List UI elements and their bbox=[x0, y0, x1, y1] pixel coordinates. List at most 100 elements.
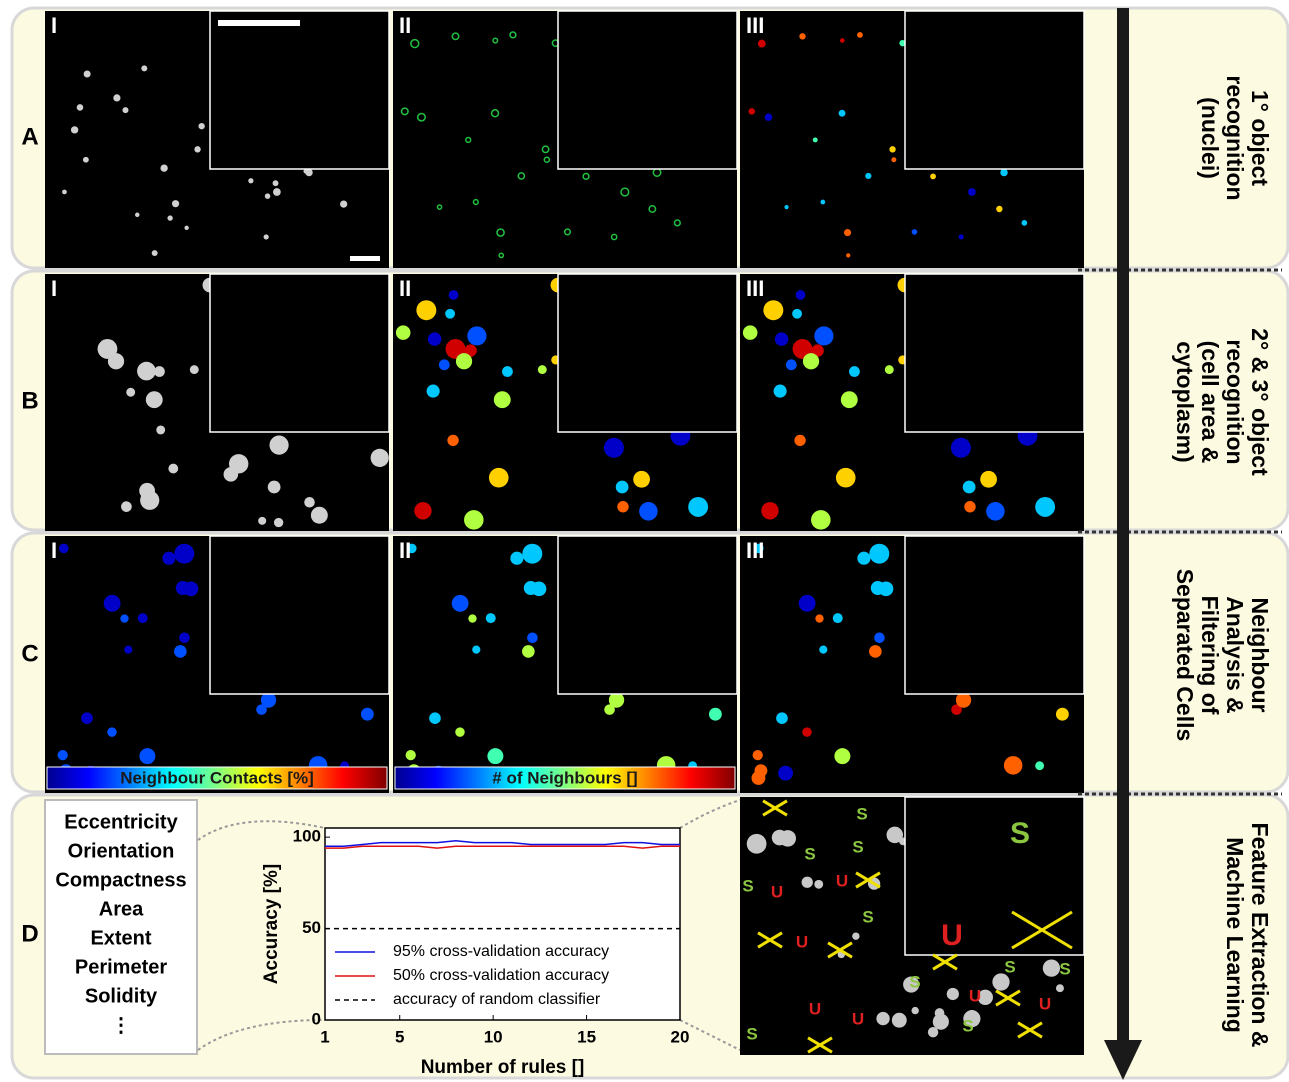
cell bbox=[472, 646, 480, 654]
cell bbox=[799, 33, 805, 39]
cell bbox=[83, 157, 89, 163]
cell bbox=[445, 309, 455, 319]
cell bbox=[120, 614, 128, 622]
cell bbox=[311, 507, 328, 524]
cell bbox=[951, 438, 971, 458]
cell bbox=[160, 164, 167, 171]
cell bbox=[815, 614, 823, 622]
x-tick-label: 5 bbox=[395, 1027, 404, 1046]
class-mark: S bbox=[852, 837, 863, 856]
y-tick-label: 50 bbox=[302, 918, 321, 937]
cell bbox=[146, 391, 163, 408]
stage-label: 2° & 3° object bbox=[1247, 328, 1273, 476]
cell bbox=[179, 633, 190, 644]
cell bbox=[617, 501, 628, 512]
stage-label: Analysis & bbox=[1222, 596, 1248, 714]
x-tick-label: 10 bbox=[484, 1027, 503, 1046]
cell bbox=[996, 206, 1002, 212]
class-mark: U bbox=[969, 986, 981, 1005]
cell bbox=[167, 215, 172, 220]
cell bbox=[802, 877, 813, 888]
cell bbox=[107, 727, 116, 736]
cell bbox=[846, 253, 850, 257]
feature: Perimeter bbox=[75, 956, 167, 978]
cell bbox=[1004, 756, 1023, 775]
panel-numeral: II bbox=[399, 276, 411, 301]
cell bbox=[814, 326, 833, 345]
legend-label: 95% cross-validation accuracy bbox=[393, 943, 609, 960]
cell bbox=[486, 613, 496, 623]
cell bbox=[273, 180, 279, 186]
inset bbox=[558, 536, 737, 694]
cell bbox=[891, 157, 896, 162]
cell bbox=[1035, 761, 1044, 770]
colorbar-label: # of Neighbours [] bbox=[492, 768, 637, 787]
cell bbox=[447, 435, 458, 446]
cell bbox=[428, 332, 441, 345]
cell bbox=[81, 712, 93, 724]
cell bbox=[874, 633, 885, 644]
row-label: A bbox=[21, 123, 38, 150]
cell bbox=[371, 449, 389, 467]
class-mark: S bbox=[862, 907, 873, 926]
cell bbox=[84, 70, 91, 77]
cell bbox=[892, 1013, 907, 1028]
x-axis-label: Number of rules [] bbox=[421, 1057, 585, 1078]
cell bbox=[836, 468, 856, 488]
cell bbox=[510, 552, 523, 565]
cell bbox=[765, 113, 772, 120]
cell bbox=[467, 326, 486, 345]
cell bbox=[172, 200, 179, 207]
feature: Extent bbox=[90, 927, 151, 949]
panel-numeral: II bbox=[399, 13, 411, 38]
y-tick-label: 100 bbox=[293, 827, 321, 846]
class-mark: S bbox=[909, 972, 920, 991]
inset bbox=[210, 274, 389, 432]
cell bbox=[852, 932, 859, 939]
class-mark: U bbox=[836, 871, 848, 890]
cell bbox=[487, 748, 503, 764]
x-tick-label: 15 bbox=[577, 1027, 596, 1046]
cell bbox=[414, 502, 431, 519]
panel-numeral: III bbox=[746, 538, 764, 563]
cell bbox=[1000, 169, 1007, 176]
cell bbox=[776, 712, 788, 724]
stage-label: recognition bbox=[1222, 75, 1248, 200]
inset bbox=[558, 274, 737, 432]
inset bbox=[905, 274, 1084, 432]
cell bbox=[135, 213, 139, 217]
feature: Solidity bbox=[85, 985, 158, 1007]
cell bbox=[126, 388, 135, 397]
cell bbox=[802, 727, 811, 736]
scale-bar bbox=[218, 20, 300, 26]
cell bbox=[527, 633, 538, 644]
class-mark: U bbox=[852, 1009, 864, 1028]
row-label: D bbox=[21, 920, 38, 947]
feature: ⋮ bbox=[111, 1014, 131, 1036]
cell bbox=[604, 438, 624, 458]
cell bbox=[273, 188, 281, 196]
cell bbox=[709, 708, 722, 721]
cell bbox=[396, 325, 411, 340]
inset bbox=[905, 797, 1084, 955]
cell bbox=[124, 646, 132, 654]
cell bbox=[303, 169, 307, 173]
cell bbox=[62, 190, 67, 195]
cell bbox=[198, 123, 204, 129]
x-tick-label: 1 bbox=[320, 1027, 329, 1046]
cell bbox=[833, 613, 843, 623]
cell bbox=[174, 645, 187, 658]
stage-label: recognition bbox=[1222, 339, 1248, 464]
cell bbox=[743, 325, 758, 340]
cell bbox=[841, 391, 858, 408]
cell bbox=[814, 880, 823, 889]
inset bbox=[558, 11, 737, 169]
panel-numeral: I bbox=[51, 13, 57, 38]
cell bbox=[834, 748, 850, 764]
cell bbox=[857, 552, 870, 565]
cell bbox=[930, 173, 936, 179]
cell bbox=[803, 353, 819, 369]
inset bbox=[905, 536, 1084, 694]
cell bbox=[792, 309, 802, 319]
cell bbox=[361, 708, 374, 721]
